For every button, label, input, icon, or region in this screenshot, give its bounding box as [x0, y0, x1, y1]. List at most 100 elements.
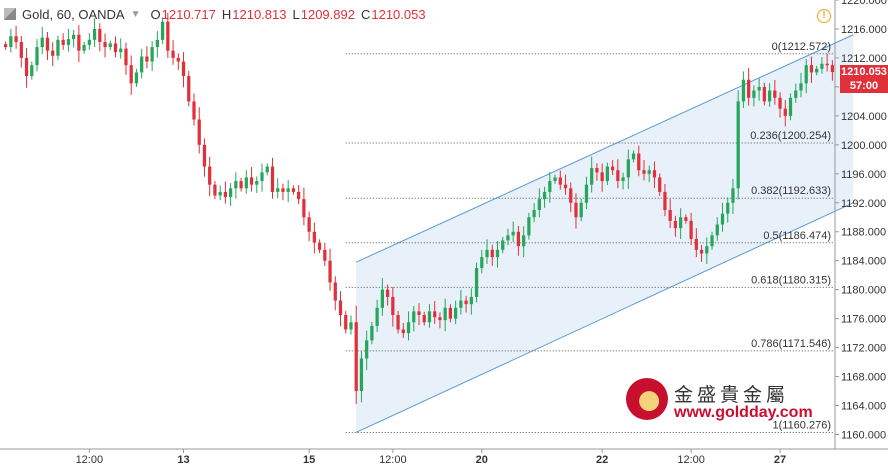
- fib-label: 0.786(1171.546): [751, 338, 831, 350]
- channel-fill: [356, 34, 854, 433]
- candle-body: [642, 170, 646, 174]
- high-value: 1210.813: [232, 6, 287, 22]
- y-tick-label: 1176.000: [841, 314, 886, 326]
- candle-body: [809, 65, 814, 73]
- candle-body: [490, 249, 494, 258]
- candle-body: [56, 39, 60, 56]
- x-tick-label: 12:00: [76, 454, 104, 464]
- candle-body: [820, 63, 824, 69]
- candle-body: [464, 300, 468, 305]
- channel-upper-line: [355, 34, 854, 263]
- x-tick-label: 15: [303, 454, 315, 464]
- candle-body: [328, 260, 332, 283]
- candle-body: [108, 43, 112, 48]
- candle-body: [98, 28, 102, 43]
- candle-body: [741, 79, 746, 102]
- candle-body: [616, 170, 620, 182]
- fib-label: 0.382(1192.633): [751, 185, 831, 197]
- candle-body: [720, 213, 725, 225]
- symbol-name[interactable]: Gold, 60, OANDA: [22, 6, 125, 22]
- candle-body: [778, 97, 782, 109]
- x-tick-label: 12:00: [677, 454, 705, 464]
- candle-body: [344, 315, 348, 330]
- y-tick-label: 1192.000: [841, 198, 886, 210]
- candle-body: [265, 166, 269, 173]
- candle-body: [558, 177, 562, 185]
- candle-body: [40, 37, 44, 48]
- candle-body: [804, 65, 808, 84]
- y-tick-label: 1164.000: [841, 401, 886, 413]
- candle-body: [260, 172, 264, 182]
- candle-body: [553, 177, 557, 182]
- candle-body: [574, 202, 578, 218]
- candle-body: [338, 300, 343, 316]
- candle-body: [825, 63, 829, 66]
- y-tick-label: 1220.000: [841, 0, 887, 7]
- candle-body: [140, 56, 144, 73]
- candle-body: [14, 36, 18, 43]
- candle-body: [276, 188, 280, 192]
- candle-body: [19, 42, 23, 58]
- candle-body: [45, 37, 50, 51]
- high-label: H: [221, 6, 232, 22]
- candle-body: [621, 177, 625, 182]
- candle-body: [3, 44, 8, 48]
- candle-body: [736, 101, 740, 189]
- candle-body: [66, 39, 71, 45]
- candle-body: [715, 224, 719, 236]
- candle-body: [297, 191, 301, 200]
- goldday-logo-icon: [626, 378, 668, 420]
- candle-body: [584, 184, 589, 203]
- candle-body: [689, 220, 693, 239]
- symbol-legend[interactable]: Gold, 60, OANDA ▼ O 1210.717 H 1210.813 …: [4, 5, 432, 23]
- candle-body: [365, 340, 369, 359]
- chevron-down-icon[interactable]: ▼: [130, 8, 141, 20]
- candle-body: [443, 307, 447, 321]
- fib-label: 1(1160.276): [772, 420, 831, 432]
- candle-body: [595, 168, 599, 173]
- candle-body: [459, 300, 463, 308]
- candle-body: [391, 296, 395, 316]
- candle-body: [229, 188, 233, 197]
- fib-label: 0.5(1186.474): [763, 230, 831, 242]
- x-tick-label: 12:00: [379, 454, 407, 464]
- candle-body: [9, 36, 13, 48]
- candle-body: [579, 202, 583, 218]
- candle-body: [830, 65, 835, 73]
- candle-body: [794, 90, 798, 98]
- candle-body: [61, 39, 65, 45]
- open-value: 1210.717: [161, 6, 216, 22]
- candle-body: [35, 47, 39, 66]
- candle-body: [375, 307, 379, 326]
- candle-body: [511, 231, 515, 236]
- y-tick-label: 1188.000: [841, 227, 886, 239]
- candle-body: [197, 119, 201, 145]
- candle-body: [433, 311, 437, 318]
- candle-body: [454, 307, 458, 319]
- candle-body: [317, 242, 322, 250]
- candle-body: [234, 181, 238, 189]
- candle-body: [637, 153, 641, 171]
- symbol-icon: [4, 8, 16, 20]
- x-tick-label: 27: [774, 454, 786, 464]
- candle-body: [726, 202, 730, 214]
- candle-body: [82, 44, 86, 51]
- candle-body: [187, 76, 191, 102]
- candle-body: [92, 28, 97, 40]
- candle-body: [412, 311, 416, 323]
- candle-body: [77, 34, 81, 51]
- candle-body: [747, 79, 751, 98]
- candle-body: [124, 48, 128, 66]
- candle-body: [359, 358, 364, 392]
- candle-body: [349, 322, 353, 330]
- candle-body: [312, 231, 316, 243]
- candle-body: [731, 188, 735, 203]
- candle-body: [610, 166, 615, 171]
- open-label: O: [150, 6, 161, 22]
- info-icon[interactable]: !: [817, 9, 831, 23]
- watermark: 金盛貴金屬 www.goldday.com: [626, 378, 826, 428]
- candle-body: [563, 184, 568, 189]
- candle-body: [548, 181, 552, 192]
